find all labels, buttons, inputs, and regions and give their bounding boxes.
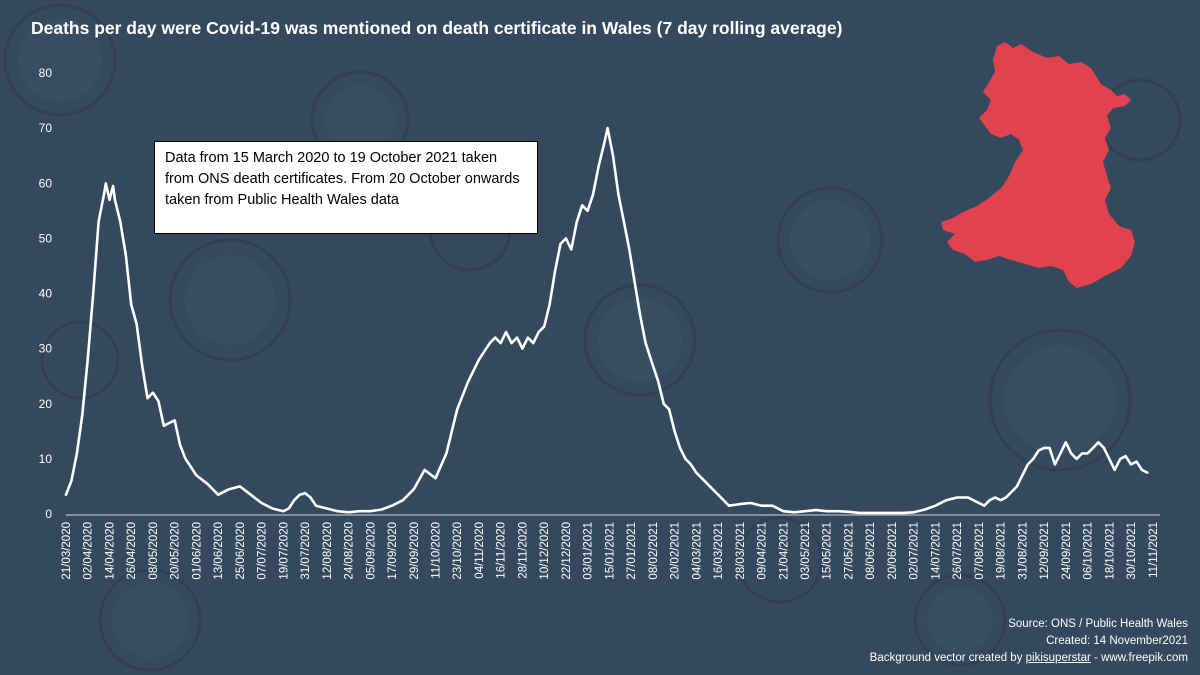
x-tick-label: 20/06/2021 [887,522,899,580]
data-source-note: Data from 15 March 2020 to 19 October 20… [154,141,538,234]
x-tick-label: 07/08/2021 [974,522,986,580]
credit-suffix: - www.freepik.com [1090,652,1188,664]
y-tick-label: 80 [39,66,53,80]
y-tick-label: 40 [39,287,53,301]
x-tick-label: 17/09/2020 [387,522,399,580]
x-tick-label: 19/08/2021 [996,522,1008,580]
x-tick-label: 21/03/2020 [61,522,73,580]
x-tick-label: 06/10/2021 [1083,522,1095,580]
x-tick-label: 14/04/2020 [104,522,116,580]
y-tick-label: 0 [45,507,52,521]
y-tick-label: 60 [39,176,53,190]
chart-title: Deaths per day were Covid-19 was mention… [31,18,843,38]
x-tick-label: 29/09/2020 [409,522,421,580]
x-tick-label: 04/11/2020 [474,522,486,579]
x-tick-label: 28/03/2021 [735,522,747,580]
x-tick-label: 08/05/2020 [148,522,160,580]
y-axis: 0 10 20 30 40 50 60 70 80 [39,66,53,521]
x-tick-label: 20/02/2021 [670,522,682,580]
x-tick-label: 11/11/2021 [1148,522,1160,578]
x-tick-label: 22/12/2020 [561,522,573,580]
x-tick-label: 26/07/2021 [952,522,964,580]
x-tick-label: 05/09/2020 [365,522,377,580]
x-tick-label: 16/11/2020 [496,522,508,579]
x-tick-label: 12/09/2021 [1039,522,1051,580]
footer-credits: Source: ONS / Public Health Wales Create… [870,616,1188,667]
x-tick-label: 24/08/2020 [344,522,356,580]
x-tick-label: 31/07/2020 [300,522,312,580]
series-line [64,126,1149,515]
x-tick-label: 11/10/2020 [430,522,442,579]
x-tick-label: 20/05/2020 [170,522,182,580]
x-tick-label: 09/04/2021 [757,522,769,580]
x-tick-label: 02/07/2021 [909,522,921,580]
x-tick-label: 07/07/2020 [257,522,269,580]
y-tick-label: 20 [39,397,53,411]
x-tick-label: 24/09/2021 [1061,522,1073,580]
background-credit: Background vector created by pikisuperst… [870,650,1188,667]
x-tick-label: 27/01/2021 [626,522,638,580]
x-tick-label: 19/07/2020 [278,522,290,580]
x-tick-label: 18/10/2021 [1104,522,1116,580]
x-tick-label: 28/11/2020 [517,522,529,579]
x-tick-label: 23/10/2020 [452,522,464,580]
x-tick-label: 21/04/2021 [778,522,790,580]
x-tick-label: 08/06/2021 [865,522,877,580]
y-tick-label: 30 [39,342,53,356]
x-tick-label: 04/03/2021 [691,522,703,580]
x-tick-label: 31/08/2021 [1017,522,1029,580]
y-tick-label: 70 [39,121,53,135]
x-tick-label: 30/10/2021 [1126,522,1138,580]
x-tick-label: 02/04/2020 [83,522,95,580]
x-tick-label: 15/01/2021 [604,522,616,580]
credit-prefix: Background vector created by [869,652,1026,664]
x-tick-label: 26/04/2020 [126,522,138,580]
x-axis: 21/03/2020 02/04/2020 14/04/2020 26/04/2020… [61,514,1160,580]
x-tick-label: 14/07/2021 [930,522,942,580]
x-tick-label: 12/08/2020 [322,522,334,580]
x-tick-label: 13/06/2020 [213,522,225,580]
x-tick-label: 10/12/2020 [539,522,551,580]
wales-map-icon [941,42,1135,288]
x-tick-label: 15/05/2021 [822,522,834,580]
source-text: Source: ONS / Public Health Wales [1008,618,1188,630]
y-tick-label: 10 [39,452,53,466]
x-tick-label: 16/03/2021 [713,522,725,580]
x-tick-label: 25/06/2020 [235,522,247,580]
created-text: Created: 14 November2021 [1046,635,1188,647]
y-tick-label: 50 [39,231,53,245]
x-tick-label: 03/05/2021 [800,522,812,580]
credit-author-link[interactable]: pikisuperstar [1025,652,1091,664]
x-tick-label: 01/06/2020 [191,522,203,580]
x-tick-label: 27/05/2021 [843,522,855,580]
x-tick-label: 08/02/2021 [648,522,660,580]
x-tick-label: 03/01/2021 [583,522,595,580]
